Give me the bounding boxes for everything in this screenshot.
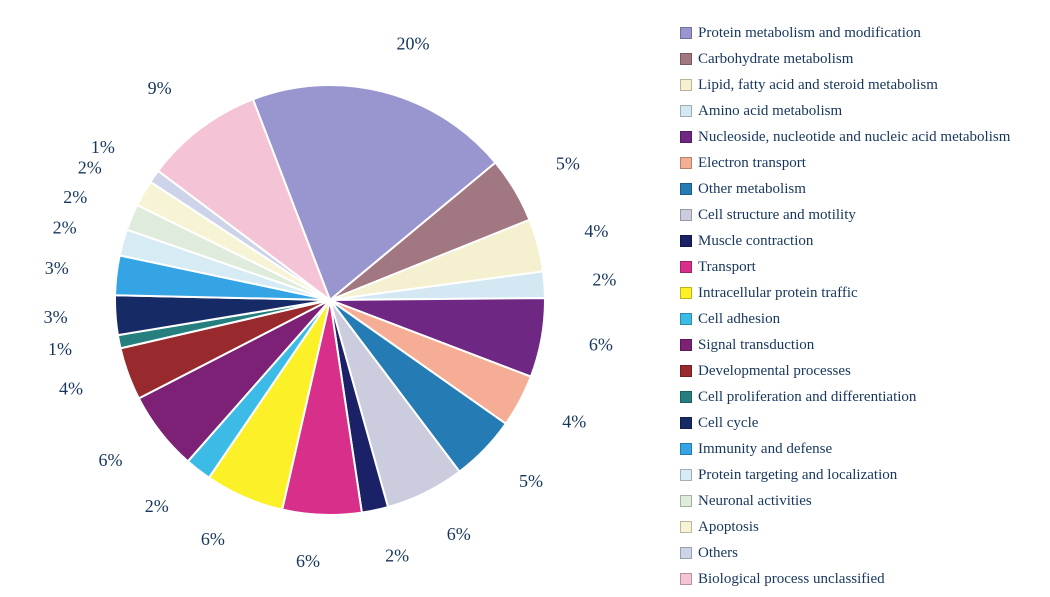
legend-item: Cell proliferation and differentiation <box>680 389 1040 406</box>
legend-swatch-icon <box>680 391 692 403</box>
legend-label: Cell structure and motility <box>698 207 856 224</box>
pie-chart-svg: 20% 5% 4% 2% 6% 4% 5% 6% 2% 6% 6% 2% 6% 4% 1% 3% 3% 2% 2% 2… <box>20 10 640 583</box>
legend-label: Lipid, fatty acid and steroid metabolism <box>698 77 938 94</box>
pie-slice-percent-label: 6% <box>99 450 123 470</box>
legend-item: Protein metabolism and modification <box>680 25 1040 42</box>
legend-label: Protein targeting and localization <box>698 467 897 484</box>
legend-label: Cell cycle <box>698 415 758 432</box>
pie-slice-percent-label: 20% <box>396 34 429 54</box>
legend-swatch-icon <box>680 235 692 247</box>
legend-swatch-icon <box>680 287 692 299</box>
legend-label: Cell adhesion <box>698 311 780 328</box>
legend-item: Intracellular protein traffic <box>680 285 1040 302</box>
legend-swatch-icon <box>680 27 692 39</box>
legend-swatch-icon <box>680 53 692 65</box>
legend-label: Intracellular protein traffic <box>698 285 858 302</box>
legend-swatch-icon <box>680 209 692 221</box>
legend-swatch-icon <box>680 469 692 481</box>
pie-slice-percent-label: 9% <box>148 78 172 98</box>
pie-slice-percent-label: 2% <box>63 187 87 207</box>
legend-item: Other metabolism <box>680 181 1040 198</box>
legend-swatch-icon <box>680 339 692 351</box>
legend-label: Other metabolism <box>698 181 806 198</box>
legend-item: Cell cycle <box>680 415 1040 432</box>
legend-label: Electron transport <box>698 155 806 172</box>
legend-label: Neuronal activities <box>698 493 812 510</box>
legend-swatch-icon <box>680 495 692 507</box>
legend-swatch-icon <box>680 573 692 585</box>
legend-item: Electron transport <box>680 155 1040 172</box>
pie-slice-percent-label: 2% <box>385 545 409 565</box>
legend-label: Others <box>698 545 738 562</box>
legend-label: Muscle contraction <box>698 233 813 250</box>
legend-label: Nucleoside, nucleotide and nucleic acid … <box>698 129 1010 146</box>
legend-swatch-icon <box>680 547 692 559</box>
legend-swatch-icon <box>680 79 692 91</box>
pie-slice-percent-label: 2% <box>145 496 169 516</box>
legend-label: Carbohydrate metabolism <box>698 51 853 68</box>
legend-swatch-icon <box>680 157 692 169</box>
pie-slice-percent-label: 6% <box>589 335 613 355</box>
legend-item: Biological process unclassified <box>680 571 1040 588</box>
legend-label: Cell proliferation and differentiation <box>698 389 916 406</box>
pie-slice-percent-label: 3% <box>45 258 69 278</box>
legend-item: Cell structure and motility <box>680 207 1040 224</box>
legend-item: Neuronal activities <box>680 493 1040 510</box>
legend-swatch-icon <box>680 443 692 455</box>
pie-slice-percent-label: 6% <box>447 524 471 544</box>
legend-item: Nucleoside, nucleotide and nucleic acid … <box>680 129 1040 146</box>
legend-swatch-icon <box>680 183 692 195</box>
legend-item: Carbohydrate metabolism <box>680 51 1040 68</box>
pie-slice-percent-label: 6% <box>296 551 320 571</box>
legend-item: Apoptosis <box>680 519 1040 536</box>
legend-item: Signal transduction <box>680 337 1040 354</box>
legend-swatch-icon <box>680 521 692 533</box>
pie-slice-percent-label: 4% <box>584 221 608 241</box>
legend-item: Muscle contraction <box>680 233 1040 250</box>
pie-slice-percent-label: 5% <box>556 153 580 173</box>
legend-label: Protein metabolism and modification <box>698 25 921 42</box>
legend-item: Developmental processes <box>680 363 1040 380</box>
pie-slice-percent-label: 6% <box>201 529 225 549</box>
pie-slice-percent-label: 3% <box>44 307 68 327</box>
legend-label: Apoptosis <box>698 519 759 536</box>
pie-slice-percent-label: 4% <box>562 412 586 432</box>
legend-swatch-icon <box>680 105 692 117</box>
pie-slice-percent-label: 5% <box>519 471 543 491</box>
legend-swatch-icon <box>680 131 692 143</box>
legend-item: Lipid, fatty acid and steroid metabolism <box>680 77 1040 94</box>
pie-slice-percent-label: 2% <box>78 157 102 177</box>
legend: Protein metabolism and modification Carbo… <box>680 25 1040 597</box>
pie-slice-percent-label: 2% <box>592 269 616 289</box>
legend-label: Amino acid metabolism <box>698 103 842 120</box>
pie-slice-percent-label: 1% <box>48 339 72 359</box>
legend-label: Transport <box>698 259 756 276</box>
legend-label: Immunity and defense <box>698 441 832 458</box>
legend-label: Biological process unclassified <box>698 571 885 588</box>
pie-slice-percent-label: 4% <box>59 379 83 399</box>
legend-item: Immunity and defense <box>680 441 1040 458</box>
legend-item: Protein targeting and localization <box>680 467 1040 484</box>
legend-item: Amino acid metabolism <box>680 103 1040 120</box>
pie-slice-percent-label: 1% <box>91 137 115 157</box>
legend-item: Others <box>680 545 1040 562</box>
legend-swatch-icon <box>680 417 692 429</box>
legend-label: Developmental processes <box>698 363 851 380</box>
legend-swatch-icon <box>680 365 692 377</box>
legend-item: Transport <box>680 259 1040 276</box>
legend-swatch-icon <box>680 313 692 325</box>
legend-item: Cell adhesion <box>680 311 1040 328</box>
legend-swatch-icon <box>680 261 692 273</box>
pie-slice-percent-label: 2% <box>53 218 77 238</box>
pie-chart-area: 20% 5% 4% 2% 6% 4% 5% 6% 2% 6% 6% 2% 6% 4% 1% 3% 3% 2% 2% 2… <box>20 10 640 583</box>
legend-label: Signal transduction <box>698 337 814 354</box>
